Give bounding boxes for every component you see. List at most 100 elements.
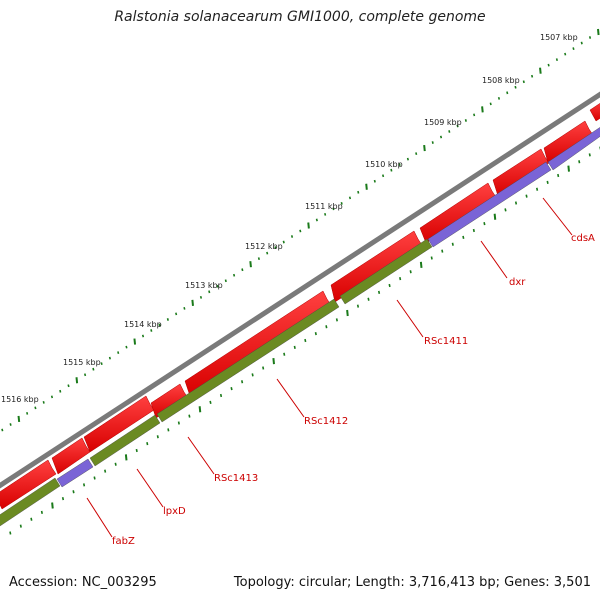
gene-feature — [427, 161, 552, 248]
ruler-tick — [373, 179, 376, 183]
ruler-tick — [506, 91, 509, 95]
ruler-tick — [150, 329, 153, 332]
ruler-tick-label: 1510 kbp — [365, 160, 403, 169]
inner-tick — [493, 213, 497, 220]
cds-feature — [51, 437, 91, 475]
ruler-tick — [141, 334, 145, 338]
ruler-tick — [481, 106, 484, 113]
cds-feature — [184, 290, 332, 397]
inner-tick — [61, 497, 65, 501]
ruler-tick — [34, 406, 37, 410]
inner-tick — [82, 483, 86, 487]
leader-line — [86, 497, 113, 538]
inner-tick — [104, 469, 107, 473]
ruler-tick — [224, 279, 227, 283]
ruler-tick — [75, 377, 79, 384]
ruler-tick-label: 1516 kbp — [1, 395, 39, 404]
gene-labels: cdsA dxr RSc1411 RSc1412 RSc1413 lpxD fa… — [112, 233, 595, 547]
cds-feature — [0, 459, 57, 510]
ruler-tick — [431, 141, 434, 144]
inner-tick — [135, 448, 138, 453]
gene-feature — [0, 477, 61, 527]
inner-tick — [356, 304, 360, 308]
inner-tick — [325, 325, 328, 329]
ruler-tick — [456, 124, 459, 128]
ruler-tick — [340, 201, 343, 205]
inner-tick — [346, 309, 349, 317]
ruler-tick-label: 1515 kbp — [63, 358, 101, 367]
inner-tick — [409, 270, 412, 274]
inner-tick — [262, 366, 265, 370]
ruler-tick — [597, 28, 600, 36]
leader-line — [396, 299, 424, 338]
ruler-tick-label: 1507 kbp — [540, 33, 578, 42]
ruler-tick — [547, 63, 550, 67]
ruler-tick — [382, 174, 385, 178]
ruler-tick — [299, 229, 302, 233]
ruler-tick — [26, 412, 29, 415]
gene-label-rsc1413: RSc1413 — [214, 473, 258, 484]
ruler-tick — [183, 306, 186, 310]
ruler-tick — [522, 80, 525, 84]
ruler-tick — [423, 144, 426, 152]
inner-tick — [399, 277, 402, 281]
ruler-tick — [514, 85, 517, 89]
gene-label-fabz: fabZ — [112, 536, 135, 547]
inner-tick — [567, 165, 570, 172]
inner-tick — [156, 435, 159, 439]
ruler-tick — [324, 213, 327, 216]
leader-line — [542, 197, 573, 236]
ruler-tick — [17, 415, 21, 423]
inner-tick — [19, 524, 22, 528]
ruler-tick — [290, 235, 294, 238]
gene-feature — [56, 458, 94, 488]
ruler-tick — [332, 207, 335, 211]
ruler-tick-label: 1511 kbp — [305, 202, 343, 211]
gene-label-rsc1412: RSc1412 — [304, 416, 348, 427]
gene-feature — [547, 127, 600, 171]
inner-tick — [588, 153, 591, 157]
cds-track — [0, 103, 600, 510]
inner-tick — [504, 208, 507, 212]
ruler-tick — [233, 273, 236, 277]
inner-tick — [293, 345, 296, 349]
leader-line — [187, 436, 215, 475]
ruler-tick-label: 1508 kbp — [482, 76, 520, 85]
ruler-tick — [100, 362, 103, 366]
ruler-tick — [464, 119, 467, 122]
ruler-tick — [406, 157, 409, 161]
inner-tick — [462, 235, 465, 239]
inner-tick — [30, 517, 33, 521]
gene-feature — [156, 298, 340, 423]
genome-backbone — [0, 91, 600, 489]
leader-line — [276, 378, 305, 418]
ruler-tick — [398, 163, 401, 167]
inner-tick — [483, 222, 486, 226]
inner-tick — [251, 373, 254, 377]
inner-tick — [314, 332, 317, 336]
gene-label-cdsA: cdsA — [571, 233, 595, 244]
ruler-tick — [166, 318, 169, 321]
inner-tick — [304, 338, 307, 343]
ruler-ticks — [1, 28, 600, 535]
ruler-tick — [117, 351, 120, 355]
inner-tick — [557, 173, 560, 178]
ruler-tick — [415, 152, 418, 156]
inner-tick — [188, 414, 191, 418]
ruler-tick — [580, 41, 583, 45]
inner-tick — [241, 380, 244, 384]
ruler-tick — [588, 36, 592, 39]
ruler-tick — [357, 190, 360, 194]
inner-tick — [546, 180, 549, 184]
inner-tick — [472, 228, 475, 233]
ruler-tick — [92, 367, 95, 371]
ruler-tick — [158, 323, 161, 327]
cds-feature — [543, 120, 594, 164]
inner-tick — [451, 242, 454, 246]
ruler-tick-label: 1512 kbp — [245, 242, 283, 251]
ruler-tick — [50, 395, 54, 399]
ruler-tick — [67, 384, 70, 388]
inner-tick — [51, 502, 54, 509]
ruler-tick — [59, 389, 62, 393]
inner-tick — [114, 462, 117, 466]
